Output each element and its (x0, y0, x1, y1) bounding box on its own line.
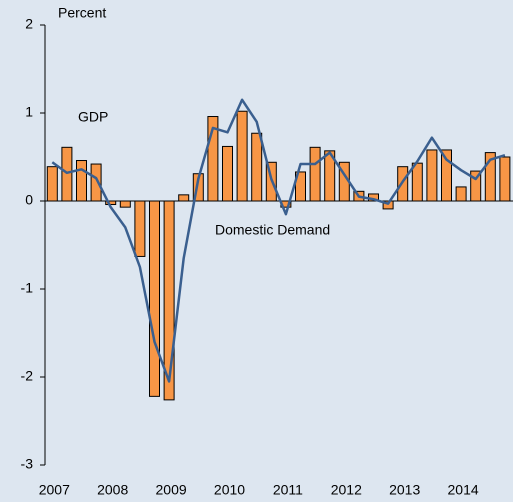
y-tick-label: -2 (21, 368, 34, 384)
bar (149, 200, 160, 397)
y-tick-label: 2 (25, 16, 33, 32)
x-tick-label: 2013 (389, 482, 420, 498)
series-label: GDP (78, 109, 108, 125)
x-tick-label: 2011 (273, 482, 303, 498)
bar (251, 132, 263, 202)
y-tick-label: -1 (21, 280, 34, 296)
series-label: Domestic Demand (215, 222, 330, 238)
bar (499, 156, 511, 202)
x-tick-label: 2008 (97, 482, 128, 498)
y-axis-label: Percent (58, 5, 106, 21)
bar (178, 194, 190, 202)
x-tick-label: 2009 (156, 482, 187, 498)
x-tick-label: 2007 (39, 482, 70, 498)
y-tick-label: -3 (21, 456, 34, 472)
bar (222, 145, 233, 202)
bar (76, 160, 87, 202)
x-tick-label: 2012 (331, 482, 362, 498)
bar (119, 200, 131, 208)
y-tick-label: 1 (25, 104, 33, 120)
x-tick-label: 2010 (214, 482, 245, 498)
y-tick-label: 0 (25, 192, 33, 208)
bar (455, 186, 467, 202)
bar (426, 149, 438, 202)
bar (309, 146, 321, 202)
bar (411, 162, 423, 202)
bar (134, 200, 146, 257)
x-tick-label: 2014 (448, 482, 479, 498)
bar (61, 146, 73, 202)
bar (46, 166, 58, 202)
bar (236, 110, 248, 202)
line (51, 98, 506, 383)
